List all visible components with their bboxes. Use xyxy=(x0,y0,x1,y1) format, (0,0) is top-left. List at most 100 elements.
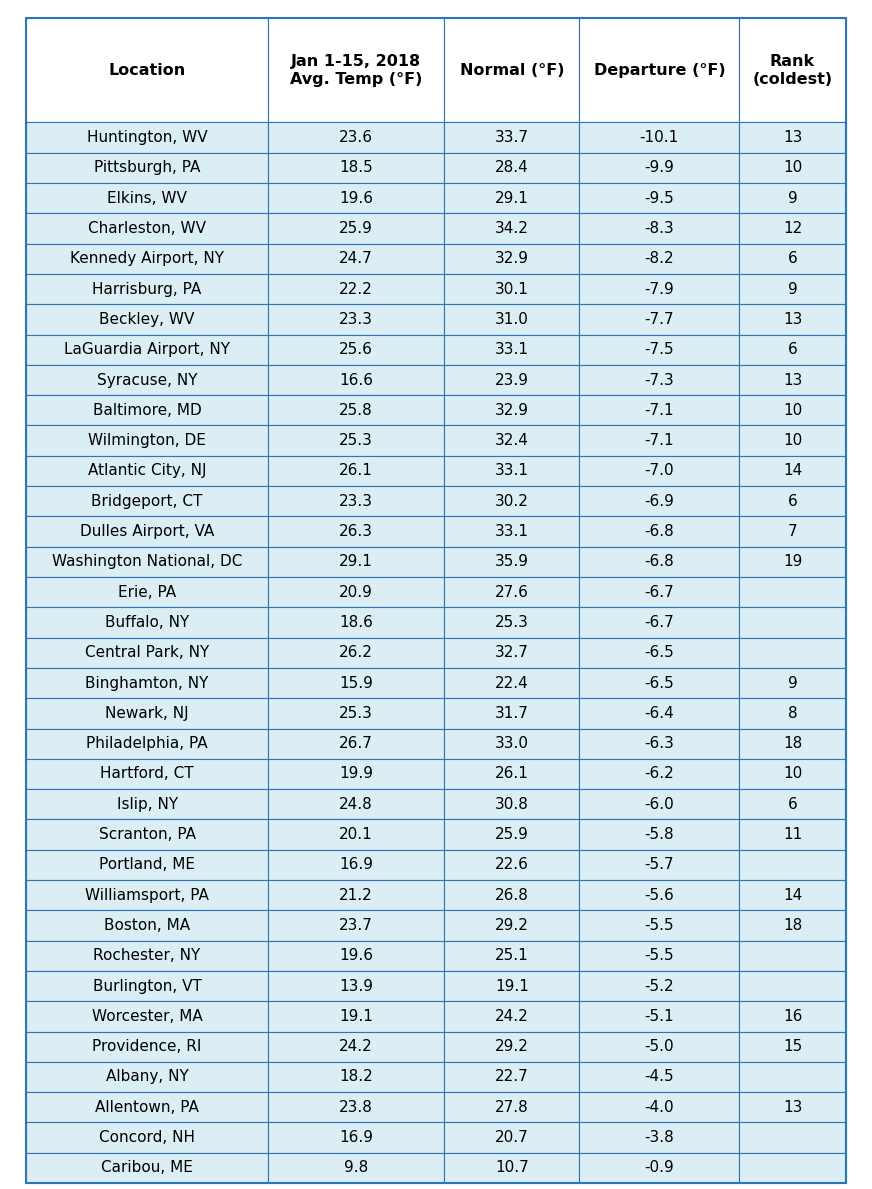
Text: 30.8: 30.8 xyxy=(495,797,528,812)
Bar xyxy=(739,1093,846,1122)
Bar xyxy=(579,365,739,395)
Bar xyxy=(268,244,444,273)
Text: 25.8: 25.8 xyxy=(339,403,373,417)
Bar xyxy=(739,608,846,637)
Bar xyxy=(444,729,579,759)
Text: Pittsburgh, PA: Pittsburgh, PA xyxy=(94,161,201,176)
Bar xyxy=(739,304,846,334)
Text: -6.3: -6.3 xyxy=(644,736,674,751)
Text: 23.6: 23.6 xyxy=(339,130,373,145)
Text: Wilmington, DE: Wilmington, DE xyxy=(88,433,206,448)
Text: 31.7: 31.7 xyxy=(495,706,528,721)
Text: 33.7: 33.7 xyxy=(494,130,528,145)
Text: Philadelphia, PA: Philadelphia, PA xyxy=(86,736,208,751)
Bar xyxy=(444,122,579,152)
Text: 25.6: 25.6 xyxy=(339,342,373,357)
Bar xyxy=(268,940,444,971)
Bar xyxy=(26,1093,268,1122)
Text: 16.9: 16.9 xyxy=(339,857,373,873)
Text: -7.3: -7.3 xyxy=(644,372,674,388)
Bar xyxy=(268,1093,444,1122)
Text: 9: 9 xyxy=(787,675,797,691)
Text: 25.3: 25.3 xyxy=(339,706,373,721)
Text: 25.3: 25.3 xyxy=(339,433,373,448)
Text: 26.1: 26.1 xyxy=(339,464,373,478)
Bar xyxy=(26,1153,268,1183)
Bar xyxy=(26,940,268,971)
Text: 26.7: 26.7 xyxy=(339,736,373,751)
Bar xyxy=(739,273,846,304)
Bar xyxy=(444,789,579,819)
Text: 19.6: 19.6 xyxy=(339,190,373,206)
Text: -10.1: -10.1 xyxy=(640,130,679,145)
Text: 16: 16 xyxy=(783,1009,802,1024)
Bar xyxy=(268,273,444,304)
Text: -5.5: -5.5 xyxy=(644,918,674,933)
Text: -5.1: -5.1 xyxy=(644,1009,674,1024)
Text: -3.8: -3.8 xyxy=(644,1130,674,1145)
Text: 10: 10 xyxy=(783,403,802,417)
Bar xyxy=(268,1062,444,1093)
Text: 22.4: 22.4 xyxy=(495,675,528,691)
Text: 23.3: 23.3 xyxy=(339,312,373,327)
Text: 13: 13 xyxy=(783,372,802,388)
Bar xyxy=(579,122,739,152)
Text: 31.0: 31.0 xyxy=(495,312,528,327)
Bar xyxy=(579,1062,739,1093)
Text: Caribou, ME: Caribou, ME xyxy=(101,1160,193,1176)
Text: 23.3: 23.3 xyxy=(339,493,373,509)
Bar xyxy=(739,213,846,244)
Bar xyxy=(26,911,268,940)
Bar xyxy=(579,668,739,698)
Text: -9.5: -9.5 xyxy=(644,190,674,206)
Text: 6: 6 xyxy=(787,493,797,509)
Text: 6: 6 xyxy=(787,251,797,266)
Text: Charleston, WV: Charleston, WV xyxy=(88,221,206,237)
Text: 35.9: 35.9 xyxy=(494,554,528,570)
Bar xyxy=(579,637,739,668)
Text: -0.9: -0.9 xyxy=(644,1160,674,1176)
Text: Rochester, NY: Rochester, NY xyxy=(93,949,201,963)
Bar xyxy=(579,304,739,334)
Bar xyxy=(579,455,739,486)
Bar xyxy=(26,1062,268,1093)
Text: Hartford, CT: Hartford, CT xyxy=(100,767,194,781)
Bar xyxy=(579,395,739,426)
Text: 18: 18 xyxy=(783,736,802,751)
Bar xyxy=(26,729,268,759)
Text: 33.1: 33.1 xyxy=(494,524,528,539)
Bar xyxy=(444,850,579,880)
Bar xyxy=(579,486,739,516)
Bar xyxy=(579,1001,739,1032)
Bar xyxy=(444,577,579,608)
Bar xyxy=(579,334,739,365)
Text: 24.2: 24.2 xyxy=(339,1039,373,1055)
Bar xyxy=(579,971,739,1001)
Bar xyxy=(739,455,846,486)
Text: 12: 12 xyxy=(783,221,802,237)
Bar xyxy=(268,455,444,486)
Text: 10: 10 xyxy=(783,161,802,176)
Bar xyxy=(579,1032,739,1062)
Bar xyxy=(444,244,579,273)
Bar xyxy=(268,486,444,516)
Bar xyxy=(579,1122,739,1153)
Bar xyxy=(739,18,846,122)
Text: Kennedy Airport, NY: Kennedy Airport, NY xyxy=(70,251,224,266)
Text: Erie, PA: Erie, PA xyxy=(118,585,176,599)
Text: Harrisburg, PA: Harrisburg, PA xyxy=(92,282,201,296)
Bar xyxy=(739,911,846,940)
Text: Washington National, DC: Washington National, DC xyxy=(51,554,242,570)
Bar xyxy=(739,365,846,395)
Bar xyxy=(268,426,444,455)
Bar xyxy=(579,819,739,850)
Bar xyxy=(268,183,444,213)
Bar xyxy=(26,486,268,516)
Text: 6: 6 xyxy=(787,342,797,357)
Text: 9: 9 xyxy=(787,190,797,206)
Text: 30.2: 30.2 xyxy=(495,493,528,509)
Text: Albany, NY: Albany, NY xyxy=(106,1069,188,1084)
Bar xyxy=(268,547,444,577)
Text: -6.7: -6.7 xyxy=(644,615,674,630)
Bar xyxy=(739,1062,846,1093)
